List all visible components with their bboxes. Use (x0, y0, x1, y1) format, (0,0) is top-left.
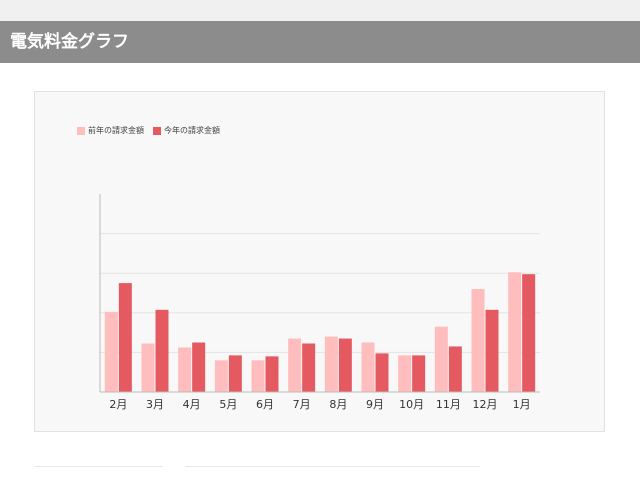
legend-swatch-prev-year (77, 127, 85, 135)
x-tick-label: 5月 (219, 398, 237, 411)
x-tick-label: 1月 (513, 398, 531, 411)
legend-swatch-this-year (153, 127, 161, 135)
bar-this-year (302, 343, 316, 392)
bar-prev-year (288, 338, 302, 392)
x-tick-label: 8月 (329, 398, 347, 411)
bar-this-year (448, 346, 462, 392)
bar-prev-year (361, 342, 375, 392)
bar-prev-year (471, 289, 485, 392)
x-tick-label: 9月 (366, 398, 384, 411)
bar-prev-year (178, 347, 192, 392)
top-strip (0, 0, 640, 21)
bar-this-year (155, 309, 169, 392)
bottom-divider-right (185, 466, 480, 467)
bar-this-year (192, 342, 206, 392)
bar-prev-year (434, 326, 448, 392)
x-tick-label: 12月 (473, 398, 498, 411)
legend-label-this-year: 今年の請求金額 (164, 126, 220, 135)
bar-prev-year (324, 336, 338, 392)
bar-prev-year (214, 360, 228, 392)
bar-prev-year (508, 272, 522, 392)
bottom-divider-left (34, 466, 163, 467)
bar-this-year (118, 283, 132, 392)
section-title: 電気料金グラフ (10, 32, 129, 52)
section-header: 電気料金グラフ (0, 21, 640, 63)
bar-this-year (375, 353, 389, 392)
bar-prev-year (398, 355, 412, 392)
bar-prev-year (251, 360, 265, 392)
bar-this-year (412, 355, 426, 392)
legend-label-prev-year: 前年の請求金額 (88, 126, 144, 135)
x-tick-label: 7月 (293, 398, 311, 411)
bar-chart: 2月 3月 4月 5月 6月 7月 8月 9月 10月 11月 12月 1月 (99, 194, 540, 411)
bar-this-year (265, 356, 279, 392)
chart-card: 前年の請求金額 今年の請求金額 2月 3月 4月 5月 6月 7月 8月 9月 10月 11月 12… (34, 91, 605, 432)
x-tick-label: 3月 (146, 398, 164, 411)
bar-this-year (338, 338, 352, 392)
x-tick-label: 11月 (436, 398, 461, 411)
bar-this-year (228, 355, 242, 392)
bar-prev-year (141, 343, 155, 392)
bar-prev-year (104, 311, 118, 392)
x-tick-label: 4月 (183, 398, 201, 411)
bar-this-year (485, 309, 499, 392)
bar-this-year (522, 274, 536, 392)
x-tick-label: 6月 (256, 398, 274, 411)
x-tick-label: 10月 (399, 398, 424, 411)
x-tick-label: 2月 (109, 398, 127, 411)
